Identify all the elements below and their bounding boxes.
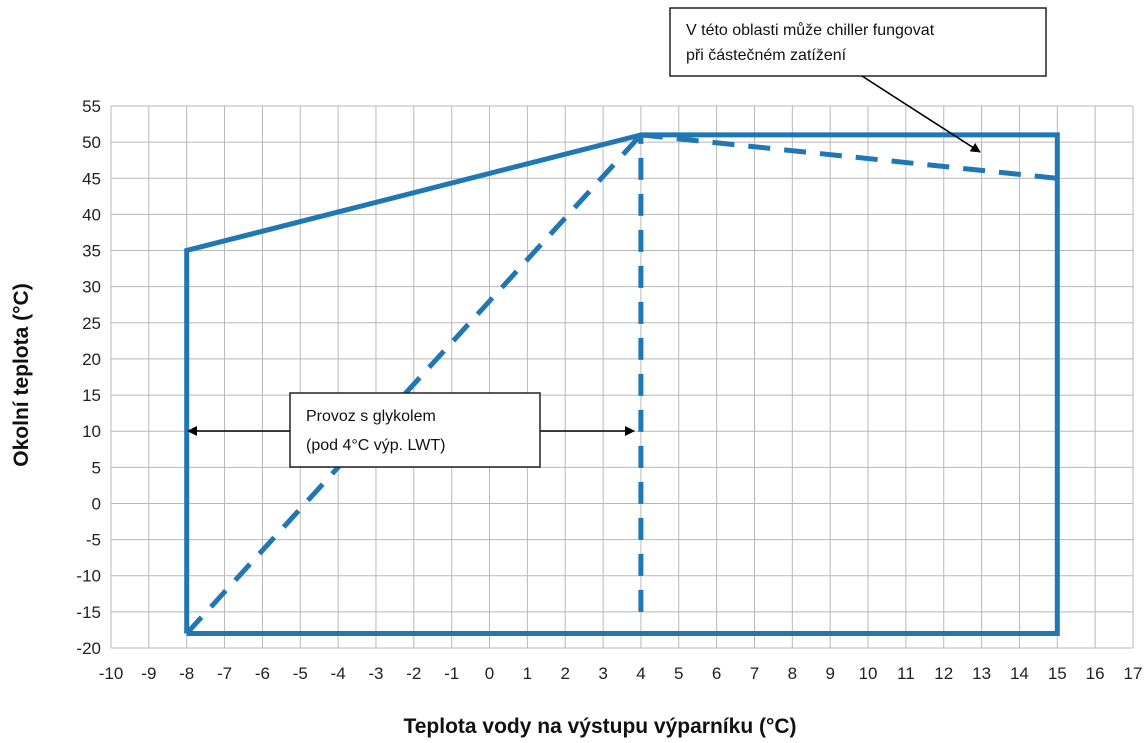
- grid: [110, 105, 1134, 649]
- x-tick-label: -7: [217, 664, 232, 683]
- y-tick-label: -15: [76, 603, 101, 622]
- y-tick-label: -10: [76, 567, 101, 586]
- x-tick-label: 1: [523, 664, 532, 683]
- x-tick-label: 7: [750, 664, 759, 683]
- y-tick-label: 55: [82, 97, 101, 116]
- x-tick-label: 17: [1124, 664, 1143, 683]
- x-tick-label: -5: [293, 664, 308, 683]
- x-tick-label: 8: [788, 664, 797, 683]
- series-line-0-solid: [184, 132, 1060, 636]
- x-tick-label: 14: [1010, 664, 1029, 683]
- y-tick-label: 35: [82, 242, 101, 261]
- x-tick-label: 12: [934, 664, 953, 683]
- annotation-glycol-box: [289, 392, 541, 468]
- y-tick-label: 5: [92, 458, 101, 477]
- y-tick-label: -20: [76, 639, 101, 658]
- series-line-1-dashed: [184, 133, 643, 636]
- annotation-glycol-line-2: (pod 4°C výp. LWT): [306, 437, 445, 454]
- annotation-partial-load-box: [669, 7, 1047, 77]
- x-tick-label: 6: [712, 664, 721, 683]
- x-tick-label: 11: [897, 664, 915, 683]
- x-tick-labels: -10 -9 -8 -7 -6 -5 -4 -3 -2 -1 0 1 2 3 4 5 6 7 8 9 10 11 12 13 1…: [99, 664, 1143, 683]
- x-tick-label: -1: [444, 664, 459, 683]
- x-tick-label: 2: [560, 664, 569, 683]
- x-tick-label: 0: [485, 664, 494, 683]
- y-tick-label: 50: [82, 133, 101, 152]
- x-tick-label: 15: [1048, 664, 1067, 683]
- y-tick-label: 10: [82, 422, 101, 441]
- annotation-partial-load-line-2: při částečném zatížení: [686, 47, 847, 64]
- y-tick-label: 20: [82, 350, 101, 369]
- annotation-partial-load: V této oblasti může chiller fungovat při…: [669, 7, 1047, 153]
- x-tick-label: -10: [99, 664, 124, 683]
- x-tick-label: -2: [406, 664, 421, 683]
- annotation-glycol: Provoz s glykolem (pod 4°C výp. LWT): [187, 392, 635, 468]
- y-tick-label: 15: [82, 386, 101, 405]
- x-axis-title: Teplota vody na výstupu výparníku (°C): [403, 715, 796, 738]
- x-tick-label: 13: [972, 664, 991, 683]
- x-tick-label: 4: [636, 664, 645, 683]
- x-tick-label: 3: [598, 664, 607, 683]
- y-tick-label: 25: [82, 314, 101, 333]
- y-tick-label: 40: [82, 205, 101, 224]
- annotation-partial-load-arrow: [861, 75, 981, 153]
- x-tick-label: 10: [859, 664, 878, 683]
- y-tick-label: 45: [82, 169, 101, 188]
- y-tick-label: 0: [92, 494, 101, 513]
- annotation-glycol-line-1: Provoz s glykolem: [306, 408, 436, 425]
- x-tick-label: -6: [255, 664, 270, 683]
- x-tick-label: -8: [179, 664, 194, 683]
- y-tick-label: 30: [82, 278, 101, 297]
- x-tick-label: -9: [141, 664, 156, 683]
- series-lines: [184, 132, 1060, 636]
- x-tick-label: 16: [1086, 664, 1105, 683]
- series-line-3-dashed: [640, 132, 1058, 181]
- x-tick-label: 9: [825, 664, 834, 683]
- y-axis-title: Okolní teplota (°C): [10, 283, 33, 466]
- x-tick-label: -3: [368, 664, 383, 683]
- annotation-partial-load-line-1: V této oblasti může chiller fungovat: [686, 21, 935, 39]
- y-tick-label: -5: [86, 531, 101, 550]
- x-tick-label: -4: [331, 664, 346, 683]
- x-tick-label: 5: [674, 664, 683, 683]
